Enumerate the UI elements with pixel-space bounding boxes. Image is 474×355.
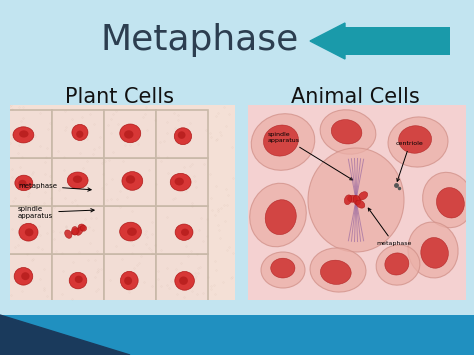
- Bar: [0, 315, 474, 355]
- Bar: [0, 110, 52, 158]
- Bar: [0, 158, 52, 206]
- Ellipse shape: [18, 180, 27, 187]
- Ellipse shape: [174, 178, 184, 185]
- Ellipse shape: [72, 124, 88, 141]
- Ellipse shape: [376, 245, 420, 285]
- Ellipse shape: [73, 175, 82, 183]
- Bar: [0, 206, 52, 254]
- Ellipse shape: [64, 230, 72, 238]
- Ellipse shape: [423, 172, 474, 228]
- Bar: [104, 110, 156, 158]
- Ellipse shape: [174, 128, 191, 144]
- Ellipse shape: [421, 237, 448, 268]
- Ellipse shape: [331, 120, 362, 144]
- Ellipse shape: [261, 252, 305, 288]
- Bar: [345, 27, 450, 55]
- Text: spindle
apparatus: spindle apparatus: [268, 132, 353, 180]
- Ellipse shape: [179, 277, 188, 285]
- Ellipse shape: [251, 114, 315, 170]
- Text: centriole: centriole: [396, 141, 424, 181]
- Ellipse shape: [72, 226, 78, 235]
- Bar: [104, 158, 156, 206]
- Ellipse shape: [399, 126, 431, 153]
- Ellipse shape: [181, 229, 189, 236]
- Ellipse shape: [15, 175, 33, 191]
- Text: Animal Cells: Animal Cells: [291, 87, 419, 107]
- Ellipse shape: [120, 271, 138, 290]
- Bar: [156, 206, 208, 254]
- Ellipse shape: [358, 192, 368, 200]
- Ellipse shape: [308, 148, 404, 252]
- Polygon shape: [0, 315, 130, 355]
- Ellipse shape: [356, 200, 365, 208]
- Text: spindle
apparatus: spindle apparatus: [18, 206, 94, 219]
- Text: Plant Cells: Plant Cells: [65, 87, 174, 107]
- Ellipse shape: [76, 226, 83, 235]
- Bar: [52, 110, 104, 158]
- Ellipse shape: [127, 228, 137, 236]
- Ellipse shape: [353, 195, 361, 205]
- Ellipse shape: [265, 200, 296, 235]
- Ellipse shape: [385, 253, 409, 275]
- Polygon shape: [310, 23, 345, 59]
- Ellipse shape: [122, 171, 143, 190]
- Ellipse shape: [250, 183, 306, 247]
- Ellipse shape: [13, 127, 34, 143]
- Bar: [156, 254, 208, 302]
- Ellipse shape: [310, 248, 366, 292]
- Ellipse shape: [175, 224, 193, 240]
- Ellipse shape: [75, 275, 82, 283]
- Ellipse shape: [78, 224, 85, 231]
- Ellipse shape: [388, 117, 448, 167]
- Bar: [0, 254, 52, 302]
- Ellipse shape: [120, 124, 141, 143]
- Bar: [52, 158, 104, 206]
- Ellipse shape: [67, 172, 88, 189]
- Ellipse shape: [271, 258, 295, 278]
- Bar: [52, 254, 104, 302]
- Ellipse shape: [320, 110, 376, 154]
- Ellipse shape: [437, 187, 465, 218]
- Ellipse shape: [19, 130, 28, 138]
- Ellipse shape: [178, 131, 185, 139]
- Ellipse shape: [124, 130, 134, 139]
- Ellipse shape: [345, 195, 352, 204]
- Bar: [156, 110, 208, 158]
- Ellipse shape: [170, 173, 191, 191]
- Ellipse shape: [347, 195, 357, 202]
- Ellipse shape: [119, 222, 141, 241]
- Ellipse shape: [72, 228, 80, 235]
- Ellipse shape: [126, 175, 135, 184]
- Ellipse shape: [81, 225, 87, 231]
- Ellipse shape: [19, 223, 38, 241]
- Text: metaphase: metaphase: [368, 208, 411, 246]
- Ellipse shape: [14, 268, 33, 285]
- Bar: [52, 206, 104, 254]
- Text: Metaphase: Metaphase: [101, 23, 299, 57]
- Ellipse shape: [264, 125, 299, 156]
- Ellipse shape: [76, 131, 83, 138]
- Ellipse shape: [69, 272, 87, 289]
- Ellipse shape: [175, 272, 194, 290]
- Bar: [156, 158, 208, 206]
- Bar: [104, 254, 156, 302]
- Bar: [104, 206, 156, 254]
- Ellipse shape: [124, 277, 132, 285]
- Ellipse shape: [408, 222, 458, 278]
- Text: metaphase: metaphase: [18, 183, 91, 191]
- Ellipse shape: [25, 228, 34, 236]
- Ellipse shape: [21, 272, 29, 280]
- Ellipse shape: [320, 260, 351, 284]
